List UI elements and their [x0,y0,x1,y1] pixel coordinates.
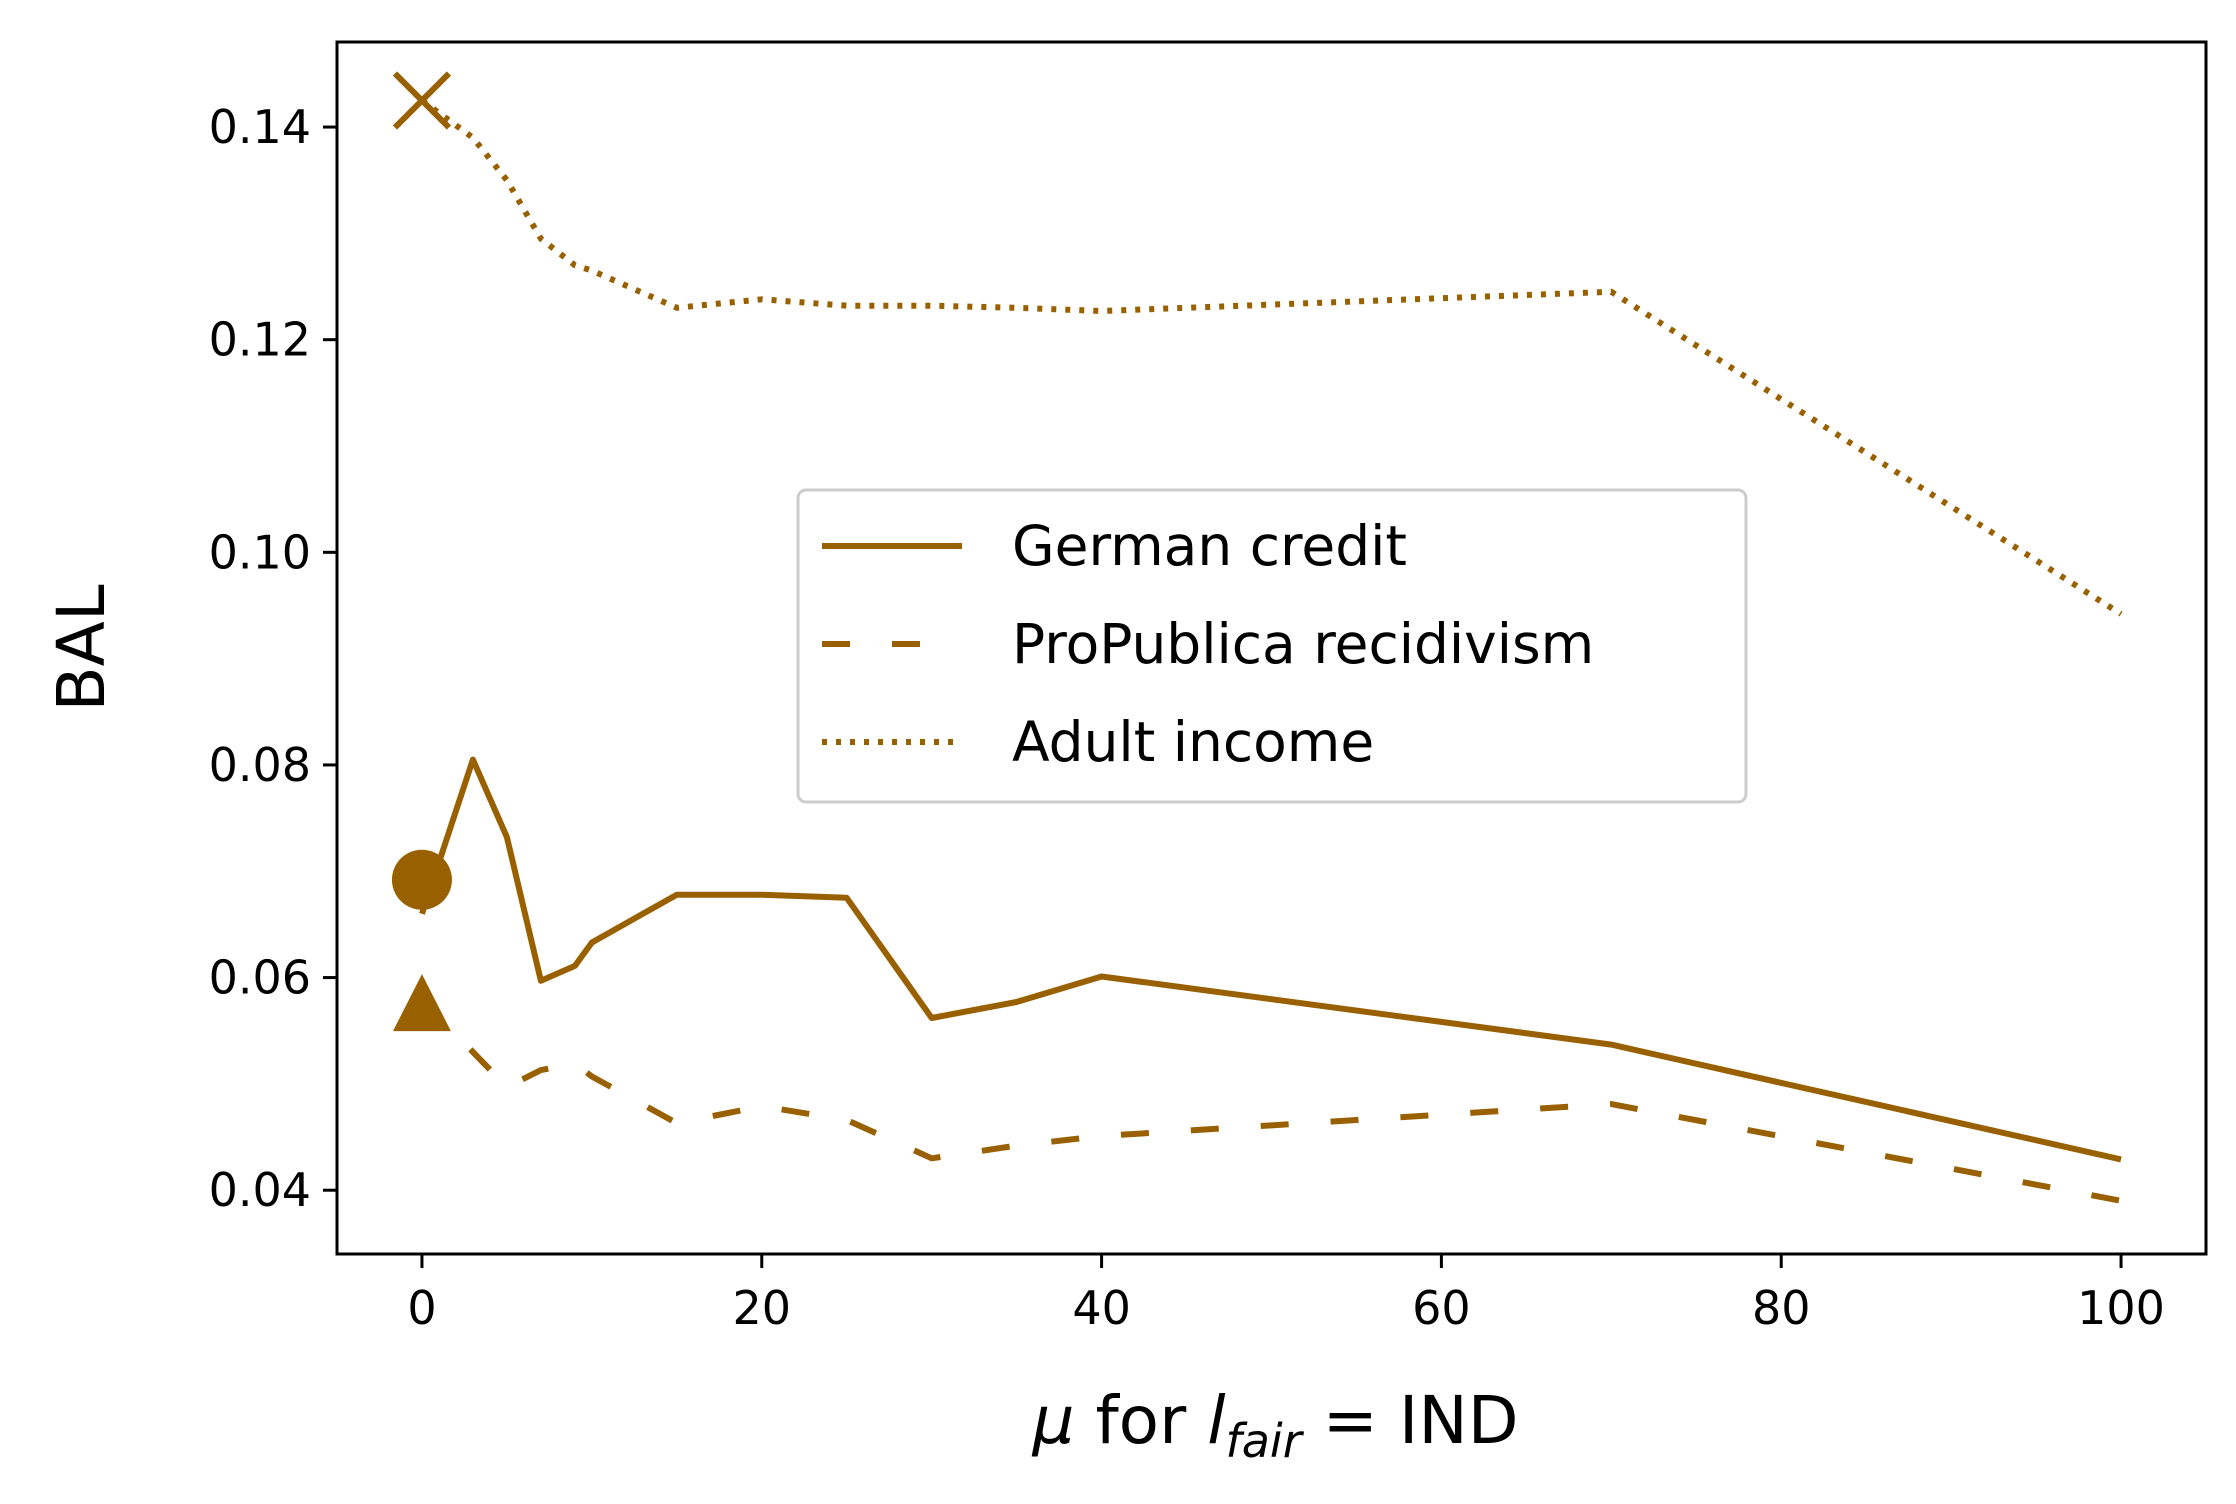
legend-entries: German credit ProPublica recidivism Adult … [822,514,1594,774]
marker-x [392,71,452,130]
x-axis-label-subscript: fair [1226,1414,1305,1468]
x-tick-label: 40 [1072,1281,1131,1335]
x-tick-label: 0 [407,1281,436,1335]
x-axis-label-for: for [1074,1382,1207,1459]
legend-label: German credit [1012,514,1407,578]
marker-triangle [392,974,451,1032]
legend: German credit ProPublica recidivism Adult … [796,488,1748,804]
marker-layer [391,71,452,1032]
x-tick-label: 60 [1412,1281,1471,1335]
x-axis-label: μ for lfair = IND [1031,1382,1518,1468]
marker-circle [391,849,452,910]
series-line-german-credit [419,756,2122,1163]
tick-layer: 0 20 40 60 80 100 0.04 0.06 0.08 0.10 0.12 0.14 [209,100,2165,1335]
x-tick-label: 20 [732,1281,791,1335]
series-line-propublica-recidivism [419,996,2122,1204]
plot-frame [335,40,2208,1256]
legend-label: Adult income [1012,710,1374,774]
y-axis-label: BAL [43,584,120,711]
y-tick-label: 0.12 [209,313,311,367]
legend-label: ProPublica recidivism [1012,612,1594,676]
x-axis-label-rest: = IND [1302,1382,1519,1459]
series-layer [419,98,2123,1204]
legend-box [796,488,1748,804]
y-tick-label: 0.14 [209,100,311,154]
y-tick-label: 0.10 [209,525,311,579]
y-tick-label: 0.06 [209,951,311,1005]
y-tick-label: 0.04 [209,1163,311,1217]
x-tick-label: 100 [2077,1281,2165,1335]
x-axis-label-l: l [1207,1382,1226,1459]
x-axis-label-mu: μ [1031,1382,1074,1459]
x-tick-label: 80 [1752,1281,1811,1335]
series-line-adult-income [420,98,2123,617]
y-tick-label: 0.08 [209,738,311,792]
